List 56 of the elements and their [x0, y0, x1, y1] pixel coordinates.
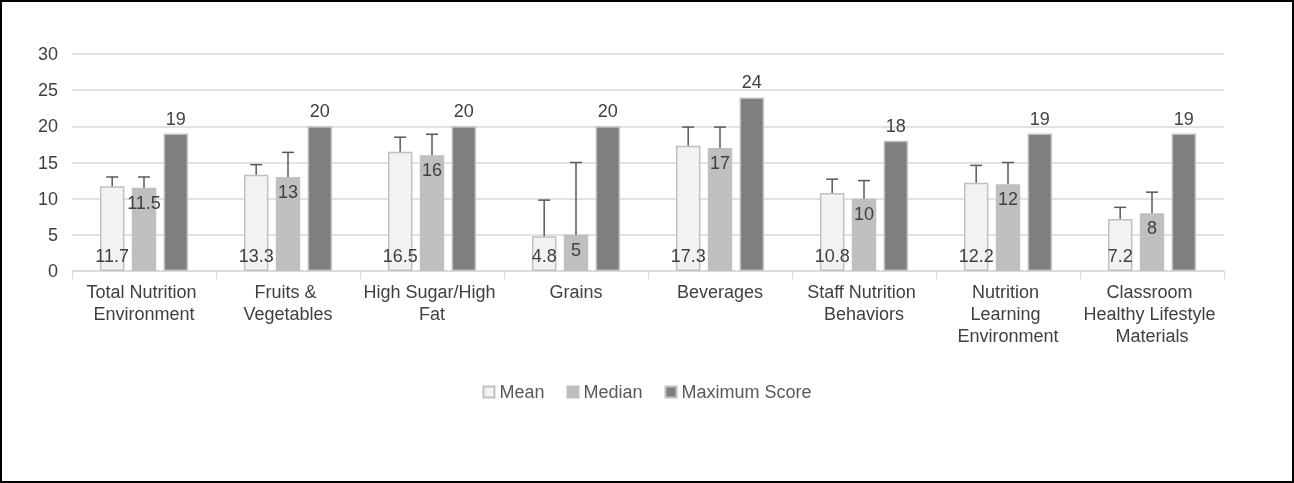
x-tick-label: Grains — [549, 282, 603, 302]
data-label: 19 — [1173, 108, 1194, 129]
y-tick-label: 0 — [47, 261, 58, 281]
data-label: 5 — [570, 239, 582, 260]
data-label: 11.7 — [95, 246, 130, 266]
data-label: 13.3 — [238, 246, 274, 266]
data-label: 8 — [1146, 218, 1158, 239]
bar — [451, 126, 477, 271]
y-tick-label: 25 — [37, 80, 58, 101]
bar — [851, 198, 877, 271]
data-label: 19 — [1029, 108, 1050, 129]
legend-label: Maximum Score — [681, 382, 812, 402]
data-label: 19 — [165, 108, 186, 129]
y-tick-label: 15 — [37, 152, 58, 173]
data-label: 11.5 — [127, 192, 161, 213]
legend-label: Mean — [499, 382, 545, 402]
y-tick-label: 10 — [37, 188, 58, 209]
data-label: 10 — [853, 203, 875, 224]
bar — [1171, 133, 1197, 271]
x-tick-label: High Sugar/High Fat — [363, 282, 501, 324]
data-label: 10.8 — [814, 246, 850, 266]
y-tick-label: 20 — [37, 116, 58, 137]
data-label: 20 — [453, 101, 474, 122]
bar — [739, 97, 765, 271]
data-label: 4.8 — [531, 246, 557, 266]
x-tick-label: Total Nutrition Environment — [86, 282, 202, 324]
bar — [707, 148, 733, 271]
bar — [595, 126, 621, 271]
data-label: 17.3 — [670, 246, 706, 266]
bar — [307, 126, 333, 271]
x-tick-label: Classroom Healthy Lifestyle Materials — [1083, 282, 1221, 346]
data-label: 18 — [885, 115, 906, 136]
data-label: 20 — [597, 101, 618, 122]
y-tick-label: 5 — [47, 224, 58, 245]
data-label: 20 — [309, 101, 330, 122]
data-label: 16.5 — [382, 246, 418, 266]
data-label: 13 — [277, 181, 299, 202]
bar — [275, 176, 301, 271]
data-label: 17 — [709, 153, 731, 174]
bar — [1139, 213, 1165, 271]
legend-label: Median — [583, 382, 643, 402]
x-tick-label: Fruits & Vegetables — [243, 282, 333, 324]
y-tick-label: 30 — [37, 44, 58, 64]
bar — [883, 140, 909, 271]
data-label: 12.2 — [958, 246, 994, 266]
data-label: 12 — [997, 189, 1019, 210]
x-tick-label: Staff Nutrition Behaviors — [807, 282, 921, 324]
data-label: 16 — [421, 160, 443, 181]
x-tick-label: Beverages — [676, 282, 764, 302]
bar — [995, 184, 1021, 271]
bar — [163, 133, 189, 271]
x-tick-label: Nutrition Learning Environment — [957, 282, 1059, 346]
bar — [1027, 133, 1053, 271]
data-label: 7.2 — [1107, 246, 1133, 266]
bar — [419, 155, 445, 271]
data-label: 24 — [741, 72, 762, 93]
